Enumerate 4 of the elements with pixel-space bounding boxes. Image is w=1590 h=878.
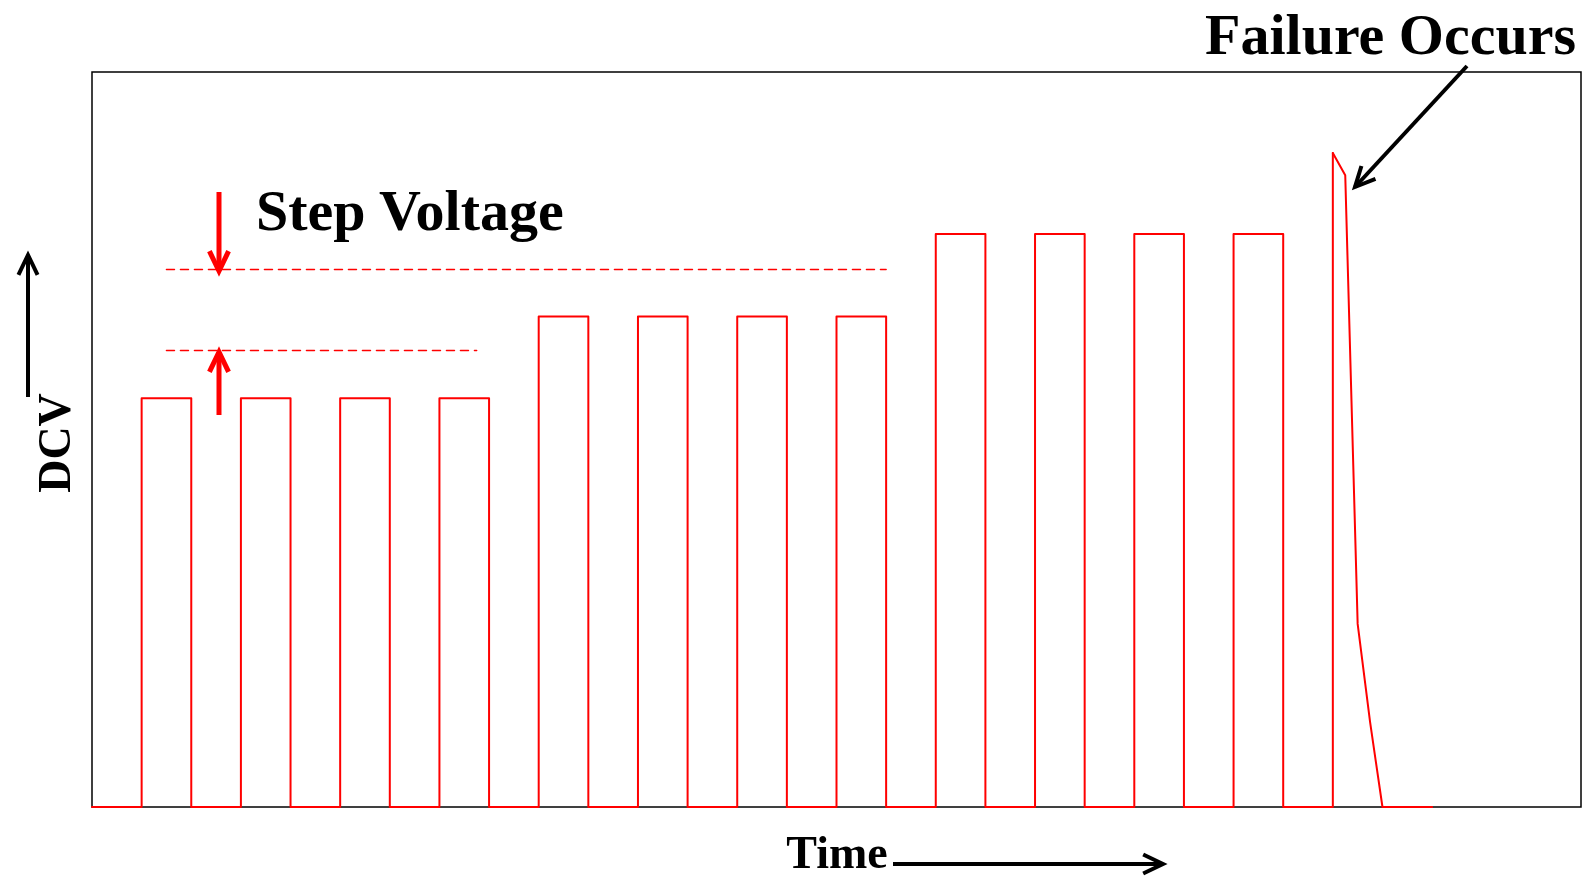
y-axis-title: DCV <box>29 393 80 493</box>
annotation: Step Voltage <box>256 178 564 243</box>
x-axis-title: Time <box>786 827 888 878</box>
text: Failure Occurs <box>1204 2 1576 67</box>
